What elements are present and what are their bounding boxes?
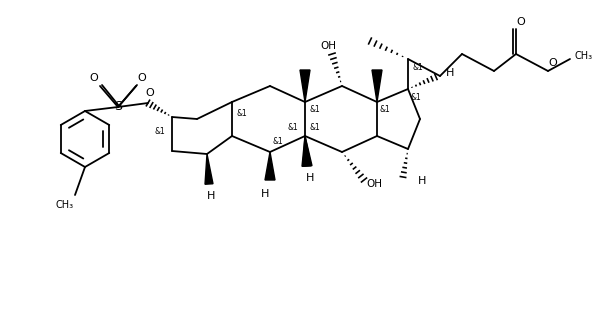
Text: OH: OH	[366, 179, 382, 189]
Text: CH₃: CH₃	[56, 200, 74, 210]
Text: &1: &1	[310, 123, 321, 133]
Text: &1: &1	[237, 110, 247, 118]
Polygon shape	[303, 136, 311, 166]
Text: H: H	[306, 173, 314, 183]
Text: &1: &1	[411, 93, 421, 101]
Text: CH₃: CH₃	[575, 51, 593, 61]
Text: &1: &1	[288, 123, 299, 133]
Text: O: O	[89, 73, 98, 83]
Text: H: H	[446, 68, 454, 78]
Text: O: O	[138, 73, 147, 83]
Text: &1: &1	[154, 127, 165, 136]
Text: H: H	[207, 191, 215, 201]
Text: &1: &1	[272, 138, 283, 147]
Text: H: H	[418, 176, 426, 186]
Text: H: H	[261, 189, 269, 199]
Text: O: O	[549, 58, 557, 68]
Text: S: S	[114, 100, 122, 113]
Text: O: O	[145, 88, 154, 98]
Text: &1: &1	[310, 106, 321, 115]
Text: &1: &1	[380, 106, 390, 115]
Polygon shape	[205, 154, 213, 184]
Text: &1: &1	[412, 62, 423, 72]
Polygon shape	[265, 152, 275, 180]
Text: O: O	[517, 17, 526, 27]
Polygon shape	[372, 70, 382, 102]
Polygon shape	[300, 70, 310, 102]
Polygon shape	[302, 136, 312, 166]
Text: OH: OH	[320, 41, 336, 51]
